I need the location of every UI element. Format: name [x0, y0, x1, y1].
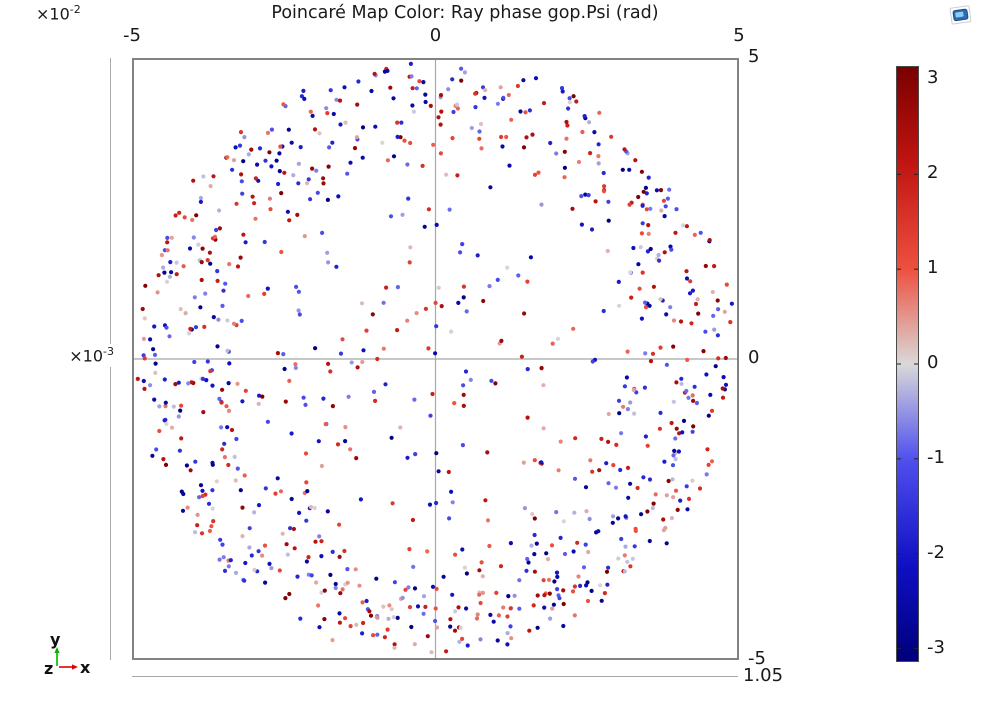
colorbar-tick-label: -3: [927, 636, 945, 658]
poincare-scatter: [134, 60, 737, 658]
x-arrowhead-icon: [72, 664, 78, 670]
colorbar-tick-label: 0: [927, 352, 939, 373]
plot-window-icon[interactable]: [946, 2, 974, 28]
colorbar-tick-label: 2: [927, 162, 939, 184]
colorbar-tick-marks: [897, 78, 918, 650]
y-tick-label: 5: [748, 46, 760, 67]
plane-position-label: 1.05: [743, 665, 784, 686]
colorbar-gradient: [896, 66, 919, 662]
coordinate-triad: y z x: [44, 630, 91, 678]
y-axis-multiplier: ×10-3: [38, 344, 115, 368]
y-tick-label: 0: [748, 347, 760, 368]
colorbar-tick-label: -1: [927, 446, 945, 468]
triad-y-label: y: [50, 630, 61, 649]
triad-z-label: z: [44, 659, 53, 678]
bottom-ruler-line: [132, 676, 738, 677]
colorbar-tick-label: -2: [927, 541, 945, 563]
y-arrowhead-icon: [54, 647, 60, 653]
triad-x-label: x: [80, 658, 91, 677]
y-tick-label: -5: [748, 648, 766, 669]
colorbar: 3 2 1 0 -1 -2 -3: [896, 66, 945, 662]
colorbar-tick-label: 1: [927, 257, 939, 279]
x-tick-label: -5: [123, 25, 141, 46]
colorbar-tick-label: 3: [927, 67, 939, 89]
x-tick-label: 5: [733, 25, 745, 46]
scatter-points: [135, 61, 735, 655]
plot-canvas[interactable]: [132, 58, 739, 660]
x-tick-label: 0: [429, 25, 442, 46]
x-axis-multiplier: ×10-2: [36, 3, 81, 24]
plot-title: Poincaré Map Color: Ray phase gop.Psi (r…: [271, 3, 659, 23]
